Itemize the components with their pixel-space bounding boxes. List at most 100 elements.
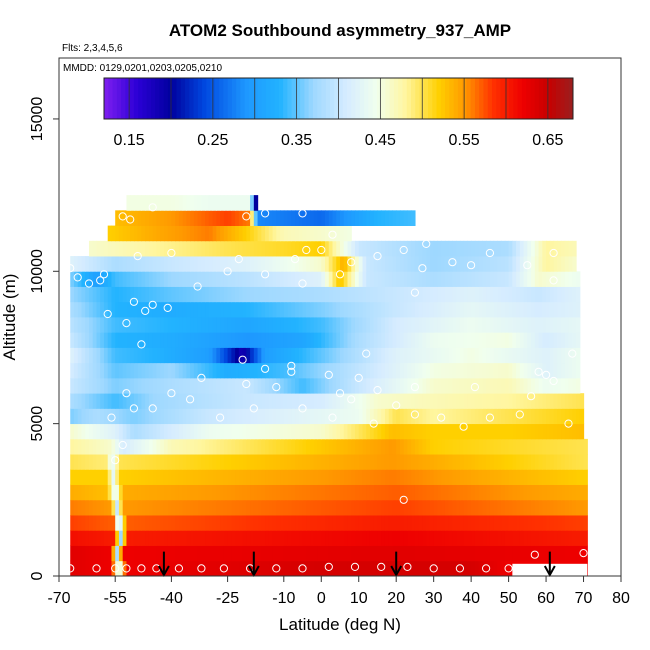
curtain-cell xyxy=(486,286,491,303)
curtain-cell xyxy=(384,484,390,501)
x-axis-label: Latitude (deg N) xyxy=(279,615,401,634)
curtain-cell xyxy=(163,286,169,303)
curtain-cell xyxy=(426,560,431,576)
curtain-cell xyxy=(118,362,124,379)
curtain-cell xyxy=(332,560,337,576)
curtain-cell xyxy=(463,499,468,516)
curtain-cell xyxy=(561,301,566,318)
curtain-cell xyxy=(321,317,326,333)
curtain-cell xyxy=(167,286,172,303)
curtain-cell xyxy=(302,469,307,485)
curtain-cell xyxy=(73,545,79,562)
curtain-cell xyxy=(298,499,304,516)
curtain-cell xyxy=(141,499,146,516)
curtain-cell xyxy=(553,332,558,348)
curtain-cell xyxy=(542,377,547,394)
curtain-cell xyxy=(235,484,240,501)
curtain-cell xyxy=(130,499,135,516)
curtain-cell xyxy=(216,347,221,364)
curtain-cell xyxy=(118,286,124,303)
curtain-cell xyxy=(197,225,202,242)
curtain-cell xyxy=(343,408,349,425)
sample-point xyxy=(549,276,558,285)
curtain-cell xyxy=(459,454,465,470)
curtain-cell xyxy=(418,362,424,379)
curtain-cell xyxy=(231,210,236,226)
curtain-cell xyxy=(148,301,154,318)
curtain-cell xyxy=(486,393,491,409)
curtain-cell xyxy=(527,454,532,470)
curtain-cell xyxy=(321,484,326,501)
curtain-cell xyxy=(295,317,300,333)
curtain-cell xyxy=(407,469,412,485)
curtain-cell xyxy=(373,301,379,318)
curtain-cell xyxy=(220,256,225,272)
curtain-cell xyxy=(115,423,120,440)
curtain-cell xyxy=(145,317,150,333)
curtain-cell xyxy=(193,560,199,576)
curtain-cell xyxy=(384,240,390,257)
curtain-cell xyxy=(223,438,229,455)
curtain-cell xyxy=(347,377,352,394)
curtain-cell xyxy=(310,408,315,425)
curtain-cell xyxy=(381,377,386,394)
curtain-cell xyxy=(291,256,296,272)
curtain-cell xyxy=(295,377,300,394)
curtain-cell xyxy=(231,393,236,409)
curtain-cell xyxy=(497,393,502,409)
curtain-cell xyxy=(193,210,199,226)
curtain-cell xyxy=(160,362,165,379)
sample-point xyxy=(542,370,551,379)
curtain-cell xyxy=(81,256,86,272)
curtain-cell xyxy=(141,271,146,287)
curtain-cell xyxy=(171,560,176,576)
curtain-cell xyxy=(145,286,150,303)
curtain-cell xyxy=(564,423,570,440)
curtain-cell xyxy=(148,240,154,257)
curtain-cell xyxy=(576,377,581,394)
curtain-cell xyxy=(107,317,113,333)
curtain-cell xyxy=(347,484,352,501)
curtain-cell xyxy=(295,408,300,425)
curtain-cell xyxy=(205,286,210,303)
curtain-cell xyxy=(313,530,319,546)
curtain-cell xyxy=(399,377,405,394)
curtain-cell xyxy=(366,271,371,287)
curtain-cell xyxy=(328,362,334,379)
curtain-cell xyxy=(549,469,555,485)
curtain-cell xyxy=(111,271,116,287)
curtain-cell xyxy=(73,469,79,485)
curtain-cell xyxy=(73,286,79,303)
curtain-cell xyxy=(313,210,319,226)
curtain-cell xyxy=(523,317,528,333)
curtain-cell xyxy=(231,225,236,242)
curtain-cell xyxy=(336,545,341,562)
curtain-cell xyxy=(178,438,184,455)
curtain-cell xyxy=(201,362,206,379)
curtain-cell xyxy=(351,423,356,440)
curtain-cell xyxy=(527,499,532,516)
sample-point xyxy=(167,389,176,398)
curtain-cell xyxy=(96,515,101,531)
curtain-cell xyxy=(178,530,184,546)
curtain-cell xyxy=(471,256,476,272)
curtain-cell xyxy=(332,484,337,501)
curtain-cell xyxy=(534,454,540,470)
curtain-cell xyxy=(426,454,431,470)
curtain-cell xyxy=(508,423,513,440)
curtain-cell xyxy=(291,469,296,485)
curtain-cell xyxy=(118,393,124,409)
curtain-cell xyxy=(313,286,319,303)
colorbar-swatch xyxy=(270,78,276,119)
sample-point xyxy=(298,209,307,218)
curtain-cell xyxy=(298,454,304,470)
curtain-cell xyxy=(253,362,259,379)
curtain-cell xyxy=(418,499,424,516)
curtain-cell xyxy=(441,393,446,409)
sample-point xyxy=(459,422,468,431)
curtain-cell xyxy=(137,377,143,394)
curtain-cell xyxy=(133,286,139,303)
curtain-cell xyxy=(96,469,101,485)
curtain-cell xyxy=(280,210,285,226)
curtain-cell xyxy=(531,469,536,485)
